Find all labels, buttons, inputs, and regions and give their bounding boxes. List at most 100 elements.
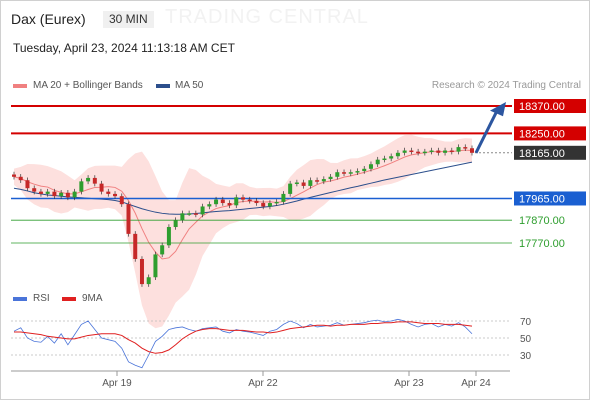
candle-body bbox=[422, 151, 427, 154]
candle-body bbox=[59, 192, 64, 197]
rsi-9ma-line bbox=[14, 321, 473, 354]
candle-body bbox=[348, 172, 353, 174]
legend-rsi-label: RSI bbox=[33, 293, 50, 304]
candle-body bbox=[187, 213, 192, 215]
candle-body bbox=[409, 150, 414, 153]
candle-body bbox=[416, 151, 421, 154]
candle-body bbox=[254, 200, 259, 204]
candle-body bbox=[395, 152, 400, 157]
candle-body bbox=[267, 203, 272, 207]
candle-body bbox=[362, 168, 367, 172]
candle-body bbox=[227, 203, 232, 206]
candle-body bbox=[139, 258, 144, 285]
candle-body bbox=[335, 172, 340, 177]
candle-body bbox=[86, 177, 91, 182]
candle-body bbox=[99, 183, 104, 192]
candle-body bbox=[274, 201, 279, 204]
projection-arrow bbox=[474, 112, 498, 154]
rsi-line bbox=[13, 318, 473, 369]
candle-body bbox=[214, 199, 219, 205]
candle-body bbox=[281, 193, 286, 202]
candle-body bbox=[25, 180, 30, 189]
candle-body bbox=[18, 176, 23, 181]
candle-body bbox=[166, 227, 171, 246]
level-label-resistance: 18250.00 bbox=[519, 128, 565, 140]
candle-body bbox=[382, 158, 387, 161]
candle-body bbox=[173, 220, 178, 228]
rsi-tick-label: 30 bbox=[520, 351, 532, 362]
candle-body bbox=[463, 147, 468, 149]
candle-body bbox=[126, 204, 131, 234]
candle-body bbox=[247, 199, 252, 202]
candle-body bbox=[328, 176, 333, 180]
candle-body bbox=[234, 197, 239, 206]
candle-body bbox=[294, 182, 299, 184]
rsi-tick-label: 50 bbox=[520, 334, 532, 345]
legend-9ma-label: 9MA bbox=[82, 293, 103, 304]
candle-body bbox=[45, 191, 50, 194]
instrument-title: Dax (Eurex) bbox=[11, 11, 86, 27]
candle-body bbox=[220, 199, 225, 204]
bollinger-band bbox=[14, 134, 472, 329]
level-label-resistance: 18370.00 bbox=[519, 101, 565, 113]
candle-body bbox=[436, 150, 441, 153]
candle-body bbox=[288, 183, 293, 194]
candle-body bbox=[79, 181, 84, 192]
candle-body bbox=[52, 191, 57, 197]
candle-body bbox=[38, 191, 43, 194]
candle-body bbox=[429, 150, 434, 153]
candle-body bbox=[321, 179, 326, 182]
level-label-pivot: 17965.00 bbox=[519, 193, 565, 205]
candle-body bbox=[133, 233, 138, 259]
legend-ma50-swatch bbox=[156, 84, 170, 88]
level-tag-pivot bbox=[514, 191, 586, 206]
candle-body bbox=[308, 180, 313, 186]
candle-body bbox=[449, 150, 454, 153]
candle-body bbox=[92, 177, 97, 184]
legend-rsi-swatch bbox=[13, 297, 27, 301]
level-label-support: 17770.00 bbox=[519, 238, 565, 250]
candle-body bbox=[113, 193, 118, 197]
x-tick-label: Apr 22 bbox=[248, 378, 278, 389]
candle-body bbox=[160, 245, 165, 255]
level-tag-resistance bbox=[514, 99, 586, 113]
legend-ma50-label: MA 50 bbox=[175, 80, 204, 91]
timeframe-badge[interactable]: 30 MIN bbox=[103, 11, 154, 28]
candle-body bbox=[180, 213, 185, 221]
candle-body bbox=[72, 191, 77, 198]
rsi-tick-label: 70 bbox=[520, 317, 532, 328]
candle-body bbox=[261, 203, 266, 207]
datetime-stamp: Tuesday, April 23, 2024 11:13:18 AM CET bbox=[13, 41, 235, 55]
legend-ma20-swatch bbox=[13, 84, 27, 88]
candle-body bbox=[200, 206, 205, 215]
candle-body bbox=[193, 213, 198, 215]
candle-body bbox=[146, 277, 151, 285]
legend-9ma-swatch bbox=[62, 297, 76, 301]
candle-body bbox=[315, 180, 320, 182]
candle-body bbox=[153, 254, 158, 278]
candle-body bbox=[402, 150, 407, 153]
level-tag-resistance bbox=[514, 126, 586, 141]
candle-body bbox=[368, 164, 373, 169]
candle-body bbox=[106, 191, 111, 194]
candle-body bbox=[470, 148, 474, 153]
x-tick-label: Apr 24 bbox=[461, 378, 491, 389]
level-label-support: 17870.00 bbox=[519, 215, 565, 227]
candle-body bbox=[456, 147, 461, 152]
projection-arrowhead bbox=[490, 102, 506, 117]
candle-body bbox=[342, 172, 347, 174]
candle-body bbox=[241, 197, 245, 200]
candle-body bbox=[207, 204, 212, 207]
legend-ma20-label: MA 20 + Bollinger Bands bbox=[33, 80, 143, 91]
candle-body bbox=[12, 174, 16, 177]
candle-body bbox=[301, 182, 306, 186]
candle-body bbox=[119, 196, 124, 205]
candle-body bbox=[375, 159, 380, 165]
level-tag-last bbox=[514, 145, 586, 160]
candle-body bbox=[32, 188, 37, 192]
candle-body bbox=[65, 192, 70, 198]
candle-body bbox=[443, 150, 448, 153]
credit-text: Research © 2024 Trading Central bbox=[431, 80, 581, 91]
watermark: TRADING CENTRAL bbox=[165, 6, 369, 28]
